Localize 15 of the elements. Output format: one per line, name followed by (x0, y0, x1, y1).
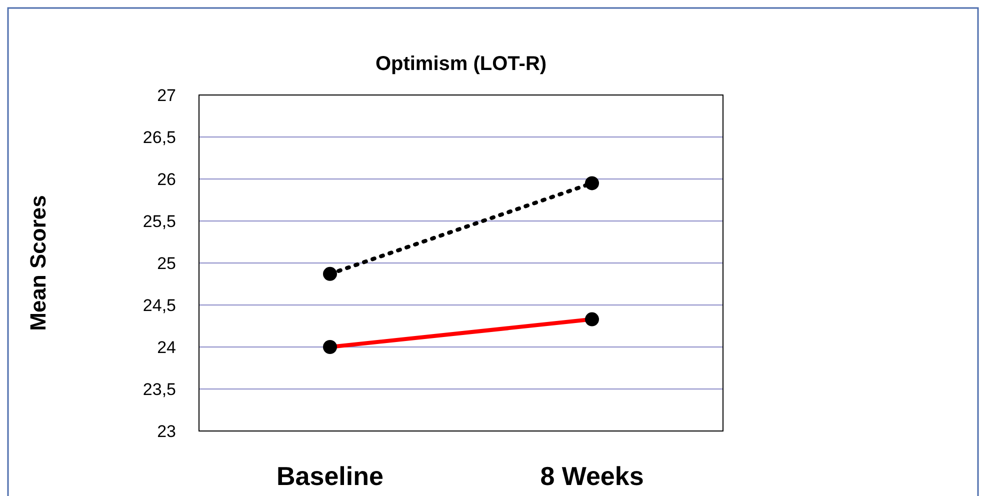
point (323, 266, 337, 281)
x-tick-label: 8 Weeks (540, 461, 644, 492)
y-tick-label: 26 (157, 170, 176, 189)
y-axis-title: Mean Scores (26, 195, 51, 331)
y-tick-label: 24,5 (142, 296, 176, 315)
y-tick-label: 24 (157, 338, 176, 357)
x-tick-label: Baseline (276, 461, 384, 492)
y-tick-label: 23,5 (142, 380, 176, 399)
y-tick-label: 26,5 (142, 128, 176, 147)
y-tick-label: 27 (157, 86, 176, 105)
chart-title: Optimism (LOT-R) (375, 53, 547, 75)
point (585, 176, 599, 190)
y-tick-label: 23 (157, 422, 176, 441)
y-tick-label: 25,5 (142, 212, 176, 231)
y-tick-label: 25 (157, 254, 176, 273)
